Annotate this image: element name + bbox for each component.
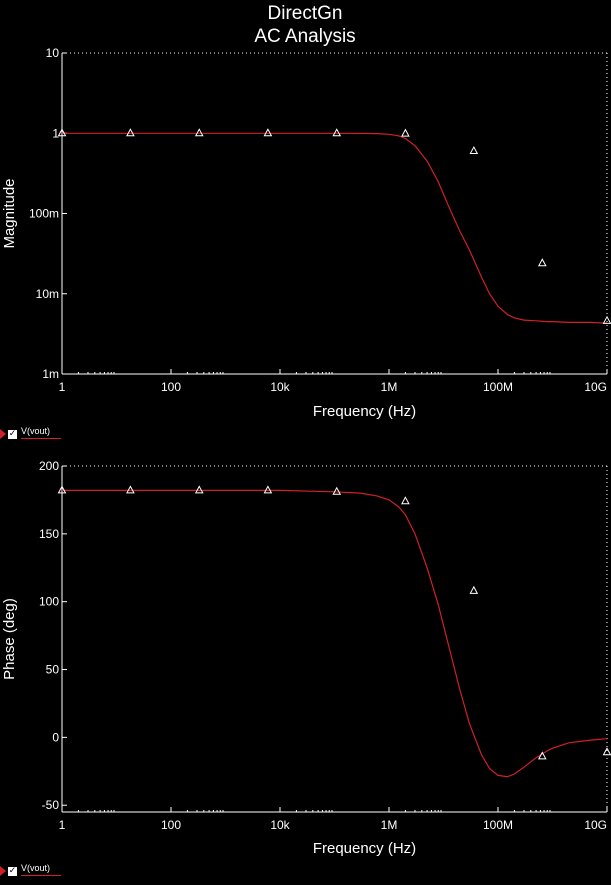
x-tick-label: 1M — [381, 818, 398, 832]
chart-title: DirectGn — [268, 3, 343, 24]
y-axis-label: Magnitude — [1, 178, 18, 248]
magnitude-plot: 1 100 10k 1M 100M 10G 1m 10m 100m 1 10 Frequency (H… — [1, 46, 611, 420]
y-axis-label: Phase (deg) — [1, 598, 18, 680]
x-tick-label: 100 — [161, 818, 181, 832]
y-tick-label: 150 — [39, 527, 59, 541]
y-tick-label: 10m — [36, 287, 59, 301]
y-tick-label: 1 — [52, 126, 59, 140]
legend-series-name: V(vout) — [21, 863, 51, 873]
data-point-marker — [401, 496, 410, 505]
data-point-marker — [126, 128, 135, 137]
data-point-marker — [537, 258, 547, 267]
x-tick-label: 10G — [584, 818, 607, 832]
data-point-marker — [602, 747, 611, 756]
data-point-marker — [469, 585, 479, 594]
data-point-marker — [57, 128, 67, 137]
x-tick-label: 10k — [270, 380, 290, 394]
x-tick-label: 10k — [270, 818, 290, 832]
data-point-marker — [57, 485, 67, 494]
legend-arrow-icon — [0, 429, 6, 439]
legend-series-name: V(vout) — [21, 426, 51, 436]
y-tick-label: 1m — [42, 367, 59, 381]
data-point-marker — [263, 485, 273, 494]
data-point-marker — [332, 486, 342, 495]
x-tick-label: 1M — [381, 380, 398, 394]
y-tick-label: -50 — [42, 798, 60, 812]
data-point-marker — [194, 485, 204, 494]
data-point-marker — [194, 128, 204, 137]
y-tick-label: 10 — [46, 46, 60, 60]
y-tick-label: 200 — [39, 459, 59, 473]
data-point-marker — [602, 315, 611, 324]
data-point-marker — [263, 128, 273, 137]
data-point-marker — [332, 128, 342, 137]
y-tick-label: 50 — [46, 663, 60, 677]
legend-swatch — [21, 875, 61, 876]
data-point-marker — [537, 751, 547, 760]
x-tick-label: 100M — [483, 818, 513, 832]
y-tick-label: 0 — [52, 730, 59, 744]
series-line-vout — [62, 132, 608, 324]
legend-magnitude[interactable]: ✓ V(vout) — [0, 426, 80, 443]
chart-subtitle: AC Analysis — [254, 26, 355, 47]
legend-swatch — [21, 438, 61, 439]
phase-plot: 1 100 10k 1M 100M 10G -50 0 50 100 150 200 Frequency… — [1, 459, 611, 857]
x-tick-label: 1 — [59, 380, 66, 394]
data-point-marker — [126, 485, 135, 494]
x-tick-label: 100M — [483, 380, 513, 394]
x-tick-label: 100 — [161, 380, 181, 394]
legend-checkbox-icon[interactable]: ✓ — [8, 429, 17, 439]
data-point-marker — [469, 145, 479, 155]
x-axis-label: Frequency (Hz) — [313, 840, 416, 857]
legend-arrow-icon — [0, 866, 6, 876]
y-tick-label: 100m — [29, 207, 59, 221]
x-tick-label: 10G — [584, 380, 607, 394]
data-point-marker — [401, 128, 410, 137]
x-tick-label: 1 — [59, 818, 66, 832]
series-line-vout — [62, 489, 608, 778]
legend-phase[interactable]: ✓ V(vout) — [0, 863, 80, 880]
legend-checkbox-icon[interactable]: ✓ — [8, 866, 17, 876]
y-tick-label: 100 — [39, 595, 59, 609]
x-axis-label: Frequency (Hz) — [313, 403, 416, 420]
